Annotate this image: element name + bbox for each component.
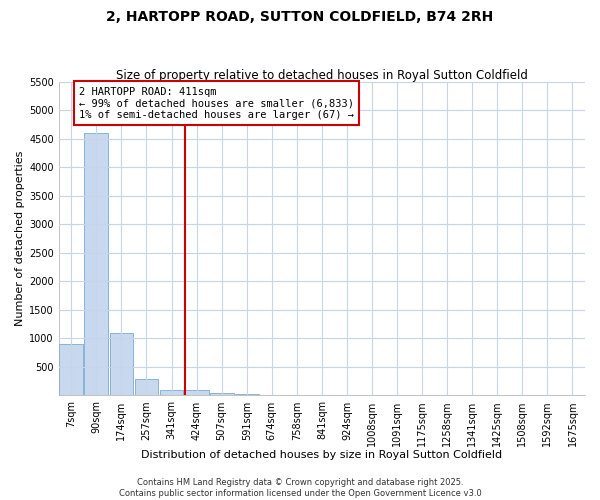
Title: Size of property relative to detached houses in Royal Sutton Coldfield: Size of property relative to detached ho… <box>116 69 528 82</box>
Bar <box>185 390 209 396</box>
Y-axis label: Number of detached properties: Number of detached properties <box>15 151 25 326</box>
Bar <box>235 394 259 396</box>
X-axis label: Distribution of detached houses by size in Royal Sutton Coldfield: Distribution of detached houses by size … <box>142 450 502 460</box>
Bar <box>134 379 158 396</box>
Text: Contains HM Land Registry data © Crown copyright and database right 2025.
Contai: Contains HM Land Registry data © Crown c… <box>119 478 481 498</box>
Text: 2, HARTOPP ROAD, SUTTON COLDFIELD, B74 2RH: 2, HARTOPP ROAD, SUTTON COLDFIELD, B74 2… <box>106 10 494 24</box>
Text: 2 HARTOPP ROAD: 411sqm
← 99% of detached houses are smaller (6,833)
1% of semi-d: 2 HARTOPP ROAD: 411sqm ← 99% of detached… <box>79 86 354 120</box>
Bar <box>210 392 233 396</box>
Bar <box>85 134 108 396</box>
Bar <box>59 344 83 396</box>
Bar <box>110 334 133 396</box>
Bar <box>160 390 184 396</box>
